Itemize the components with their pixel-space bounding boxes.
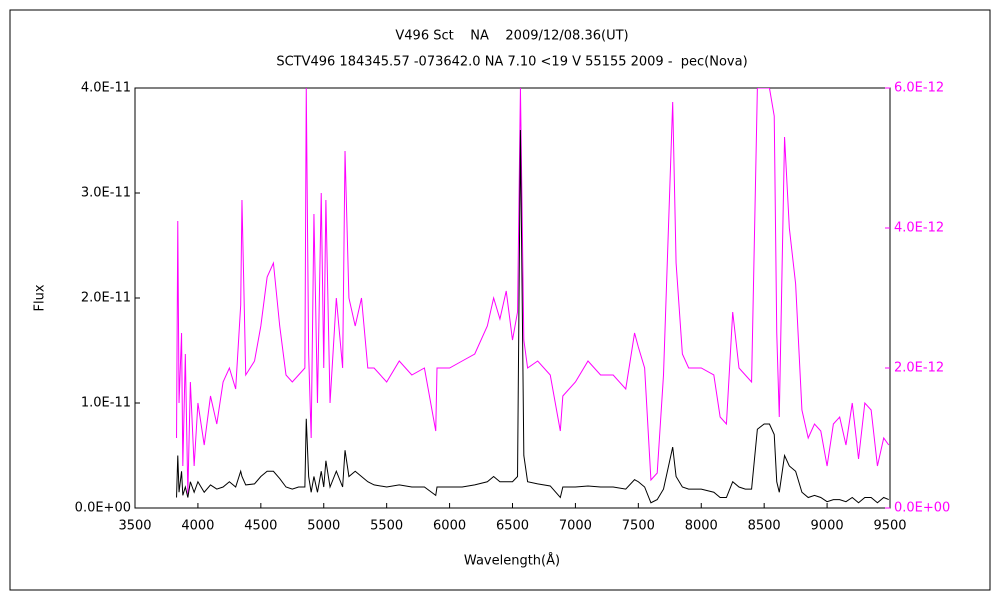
chart-subtitle: SCTV496 184345.57 -073642.0 NA 7.10 <19 … — [276, 55, 747, 70]
x-tick-label: 9500 — [873, 519, 906, 534]
x-tick-label: 5000 — [307, 519, 340, 534]
y-tick-label: 0.0E+00 — [75, 501, 131, 516]
y2-tick-label: 2.0E-12 — [894, 361, 944, 376]
x-tick-label: 4500 — [244, 519, 277, 534]
y-tick-label: 2.0E-11 — [81, 291, 131, 306]
x-tick-label: 8000 — [685, 519, 718, 534]
x-tick-label: 5500 — [370, 519, 403, 534]
y-axis-label: Flux — [33, 284, 48, 311]
x-tick-label: 6000 — [433, 519, 466, 534]
y2-tick-label: 0.0E+00 — [894, 501, 950, 516]
y2-tick-label: 6.0E-12 — [894, 81, 944, 96]
chart-title: V496 Sct NA 2009/12/08.36(UT) — [395, 29, 628, 44]
x-tick-label: 7000 — [559, 519, 592, 534]
x-tick-label: 9000 — [811, 519, 844, 534]
x-tick-label: 6500 — [496, 519, 529, 534]
x-tick-label: 3500 — [118, 519, 151, 534]
y-tick-label: 4.0E-11 — [81, 81, 131, 96]
frame — [9, 9, 991, 591]
spectrum-line — [176, 129, 889, 504]
spectrum-line — [176, 88, 890, 495]
x-tick-label: 7500 — [622, 519, 655, 534]
x-axis-label: Wavelength(Å) — [464, 553, 560, 569]
y2-tick-label: 4.0E-12 — [894, 221, 944, 236]
x-tick-label: 8500 — [748, 519, 781, 534]
x-tick-label: 4000 — [181, 519, 214, 534]
y-tick-label: 3.0E-11 — [81, 186, 131, 201]
y-tick-label: 1.0E-11 — [81, 396, 131, 411]
